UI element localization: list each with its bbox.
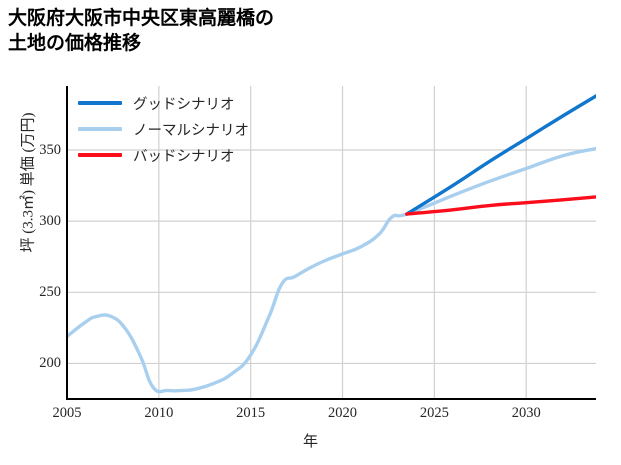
legend-swatch-bad (78, 153, 122, 157)
plot-canvas (67, 86, 596, 399)
y-tick-label: 200 (39, 355, 61, 372)
plot-area (67, 86, 596, 399)
x-tick-label: 2030 (511, 405, 541, 421)
legend-swatch-normal (78, 127, 122, 131)
legend-item-bad[interactable]: バッドシナリオ (78, 142, 293, 168)
y-axis-spine (66, 86, 68, 400)
y-axis-title: 坪 (3.3㎡) 単価 (万円) (20, 112, 37, 253)
series-line (67, 146, 596, 394)
chart-legend: グッドシナリオ ノーマルシナリオ バッドシナリオ (78, 90, 293, 168)
legend-item-good[interactable]: グッドシナリオ (78, 90, 293, 116)
legend-label-good: グッドシナリオ (133, 96, 235, 113)
x-tick-label: 2015 (236, 405, 266, 421)
series-line (405, 94, 596, 216)
series-line (405, 195, 596, 216)
page-title: 大阪府大阪市中央区東高麗橋の 土地の価格推移 (8, 8, 275, 54)
legend-item-normal[interactable]: ノーマルシナリオ (78, 116, 293, 142)
x-axis-title: 年 (302, 434, 318, 450)
legend-swatch-good (78, 101, 122, 105)
legend-label-bad: バッドシナリオ (133, 148, 235, 165)
series-lines (67, 94, 596, 394)
x-tick-label: 2010 (144, 405, 174, 421)
x-tick-label: 2005 (52, 405, 82, 421)
x-tick-label: 2025 (419, 405, 449, 421)
legend-label-normal: ノーマルシナリオ (133, 122, 249, 139)
x-tick-label: 2020 (328, 405, 358, 421)
x-axis-spine (66, 398, 596, 400)
